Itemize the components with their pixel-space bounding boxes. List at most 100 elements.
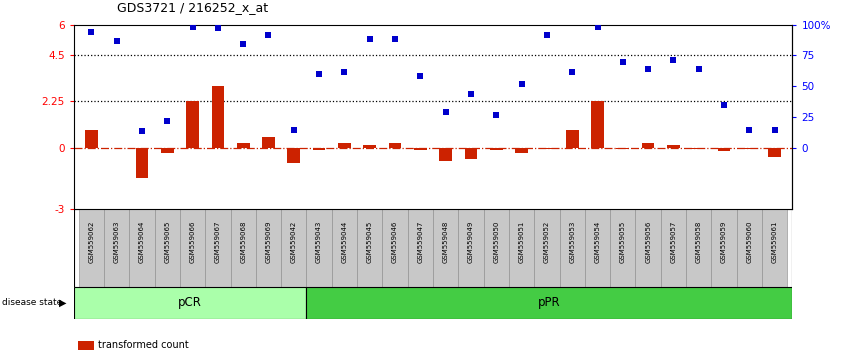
Point <box>211 25 225 31</box>
Point <box>363 36 377 42</box>
Point <box>591 24 604 30</box>
Bar <box>364 145 376 148</box>
Point <box>236 41 250 47</box>
Bar <box>515 148 528 153</box>
Text: GSM559044: GSM559044 <box>341 221 347 263</box>
Point <box>84 29 98 35</box>
Bar <box>559 209 585 287</box>
Bar <box>433 209 458 287</box>
Bar <box>262 137 275 148</box>
Bar <box>534 209 559 287</box>
Bar <box>186 102 199 148</box>
Text: GSM559060: GSM559060 <box>746 221 753 263</box>
Bar <box>661 209 686 287</box>
Bar <box>313 148 326 149</box>
Point <box>160 118 174 124</box>
Text: disease state: disease state <box>2 298 62 307</box>
Text: GSM559048: GSM559048 <box>443 221 449 263</box>
Bar <box>79 209 104 287</box>
Text: GSM559050: GSM559050 <box>494 221 500 263</box>
Point <box>616 59 630 64</box>
Text: GSM559051: GSM559051 <box>519 221 525 263</box>
Point <box>489 112 503 118</box>
Text: GSM559042: GSM559042 <box>291 221 297 263</box>
Bar <box>743 148 756 149</box>
Bar <box>762 209 787 287</box>
Text: GSM559059: GSM559059 <box>721 221 727 263</box>
Bar <box>255 209 281 287</box>
Text: GSM559043: GSM559043 <box>316 221 322 263</box>
Bar <box>458 209 483 287</box>
Bar <box>636 209 661 287</box>
Bar <box>693 148 705 149</box>
Text: GSM559046: GSM559046 <box>392 221 398 263</box>
Bar <box>565 130 578 148</box>
Text: GSM559047: GSM559047 <box>417 221 423 263</box>
Point <box>135 128 149 134</box>
Bar <box>237 143 249 148</box>
Text: pPR: pPR <box>538 296 560 309</box>
Text: transformed count: transformed count <box>98 340 189 350</box>
Text: GSM559065: GSM559065 <box>165 221 171 263</box>
Text: GSM559056: GSM559056 <box>645 221 651 263</box>
Point <box>110 38 124 44</box>
Bar <box>490 148 502 149</box>
Bar <box>211 86 224 148</box>
Point <box>717 102 731 107</box>
Point <box>413 73 427 79</box>
Bar <box>591 102 604 148</box>
Bar <box>161 148 173 153</box>
Bar <box>509 209 534 287</box>
Bar <box>408 209 433 287</box>
Point <box>464 91 478 97</box>
Bar <box>439 148 452 161</box>
Bar <box>768 148 781 157</box>
Bar <box>711 209 737 287</box>
Text: GSM559067: GSM559067 <box>215 221 221 263</box>
Bar <box>155 209 180 287</box>
Bar <box>642 143 655 148</box>
Bar <box>338 143 351 148</box>
Bar <box>585 209 611 287</box>
Bar <box>483 209 509 287</box>
Bar <box>383 209 408 287</box>
Text: GSM559062: GSM559062 <box>88 221 94 263</box>
Point <box>514 81 528 87</box>
Point <box>262 32 275 38</box>
Point <box>565 69 579 75</box>
Text: GSM559064: GSM559064 <box>139 221 145 263</box>
Bar <box>104 209 129 287</box>
Bar <box>85 130 98 148</box>
Point <box>338 69 352 75</box>
Text: GDS3721 / 216252_x_at: GDS3721 / 216252_x_at <box>117 1 268 14</box>
Bar <box>307 209 332 287</box>
Bar <box>686 209 711 287</box>
Text: GSM559057: GSM559057 <box>670 221 676 263</box>
Text: GSM559068: GSM559068 <box>240 221 246 263</box>
Bar <box>465 148 477 159</box>
Bar <box>332 209 357 287</box>
Bar <box>281 209 307 287</box>
Bar <box>180 209 205 287</box>
Bar <box>611 209 636 287</box>
Text: GSM559053: GSM559053 <box>569 221 575 263</box>
Bar <box>737 209 762 287</box>
Point <box>641 66 655 72</box>
Bar <box>357 209 383 287</box>
Bar <box>74 287 307 319</box>
Bar <box>205 209 230 287</box>
Bar <box>414 148 427 149</box>
Text: GSM559049: GSM559049 <box>468 221 474 263</box>
Point <box>768 127 782 133</box>
Point <box>540 32 554 38</box>
Bar <box>540 148 553 149</box>
Point <box>185 24 199 30</box>
Text: GSM559066: GSM559066 <box>190 221 196 263</box>
Bar <box>230 209 255 287</box>
Point <box>439 109 453 115</box>
Bar <box>617 148 629 149</box>
Point <box>742 127 756 133</box>
Text: GSM559069: GSM559069 <box>266 221 271 263</box>
Bar <box>129 209 155 287</box>
Point <box>312 71 326 77</box>
